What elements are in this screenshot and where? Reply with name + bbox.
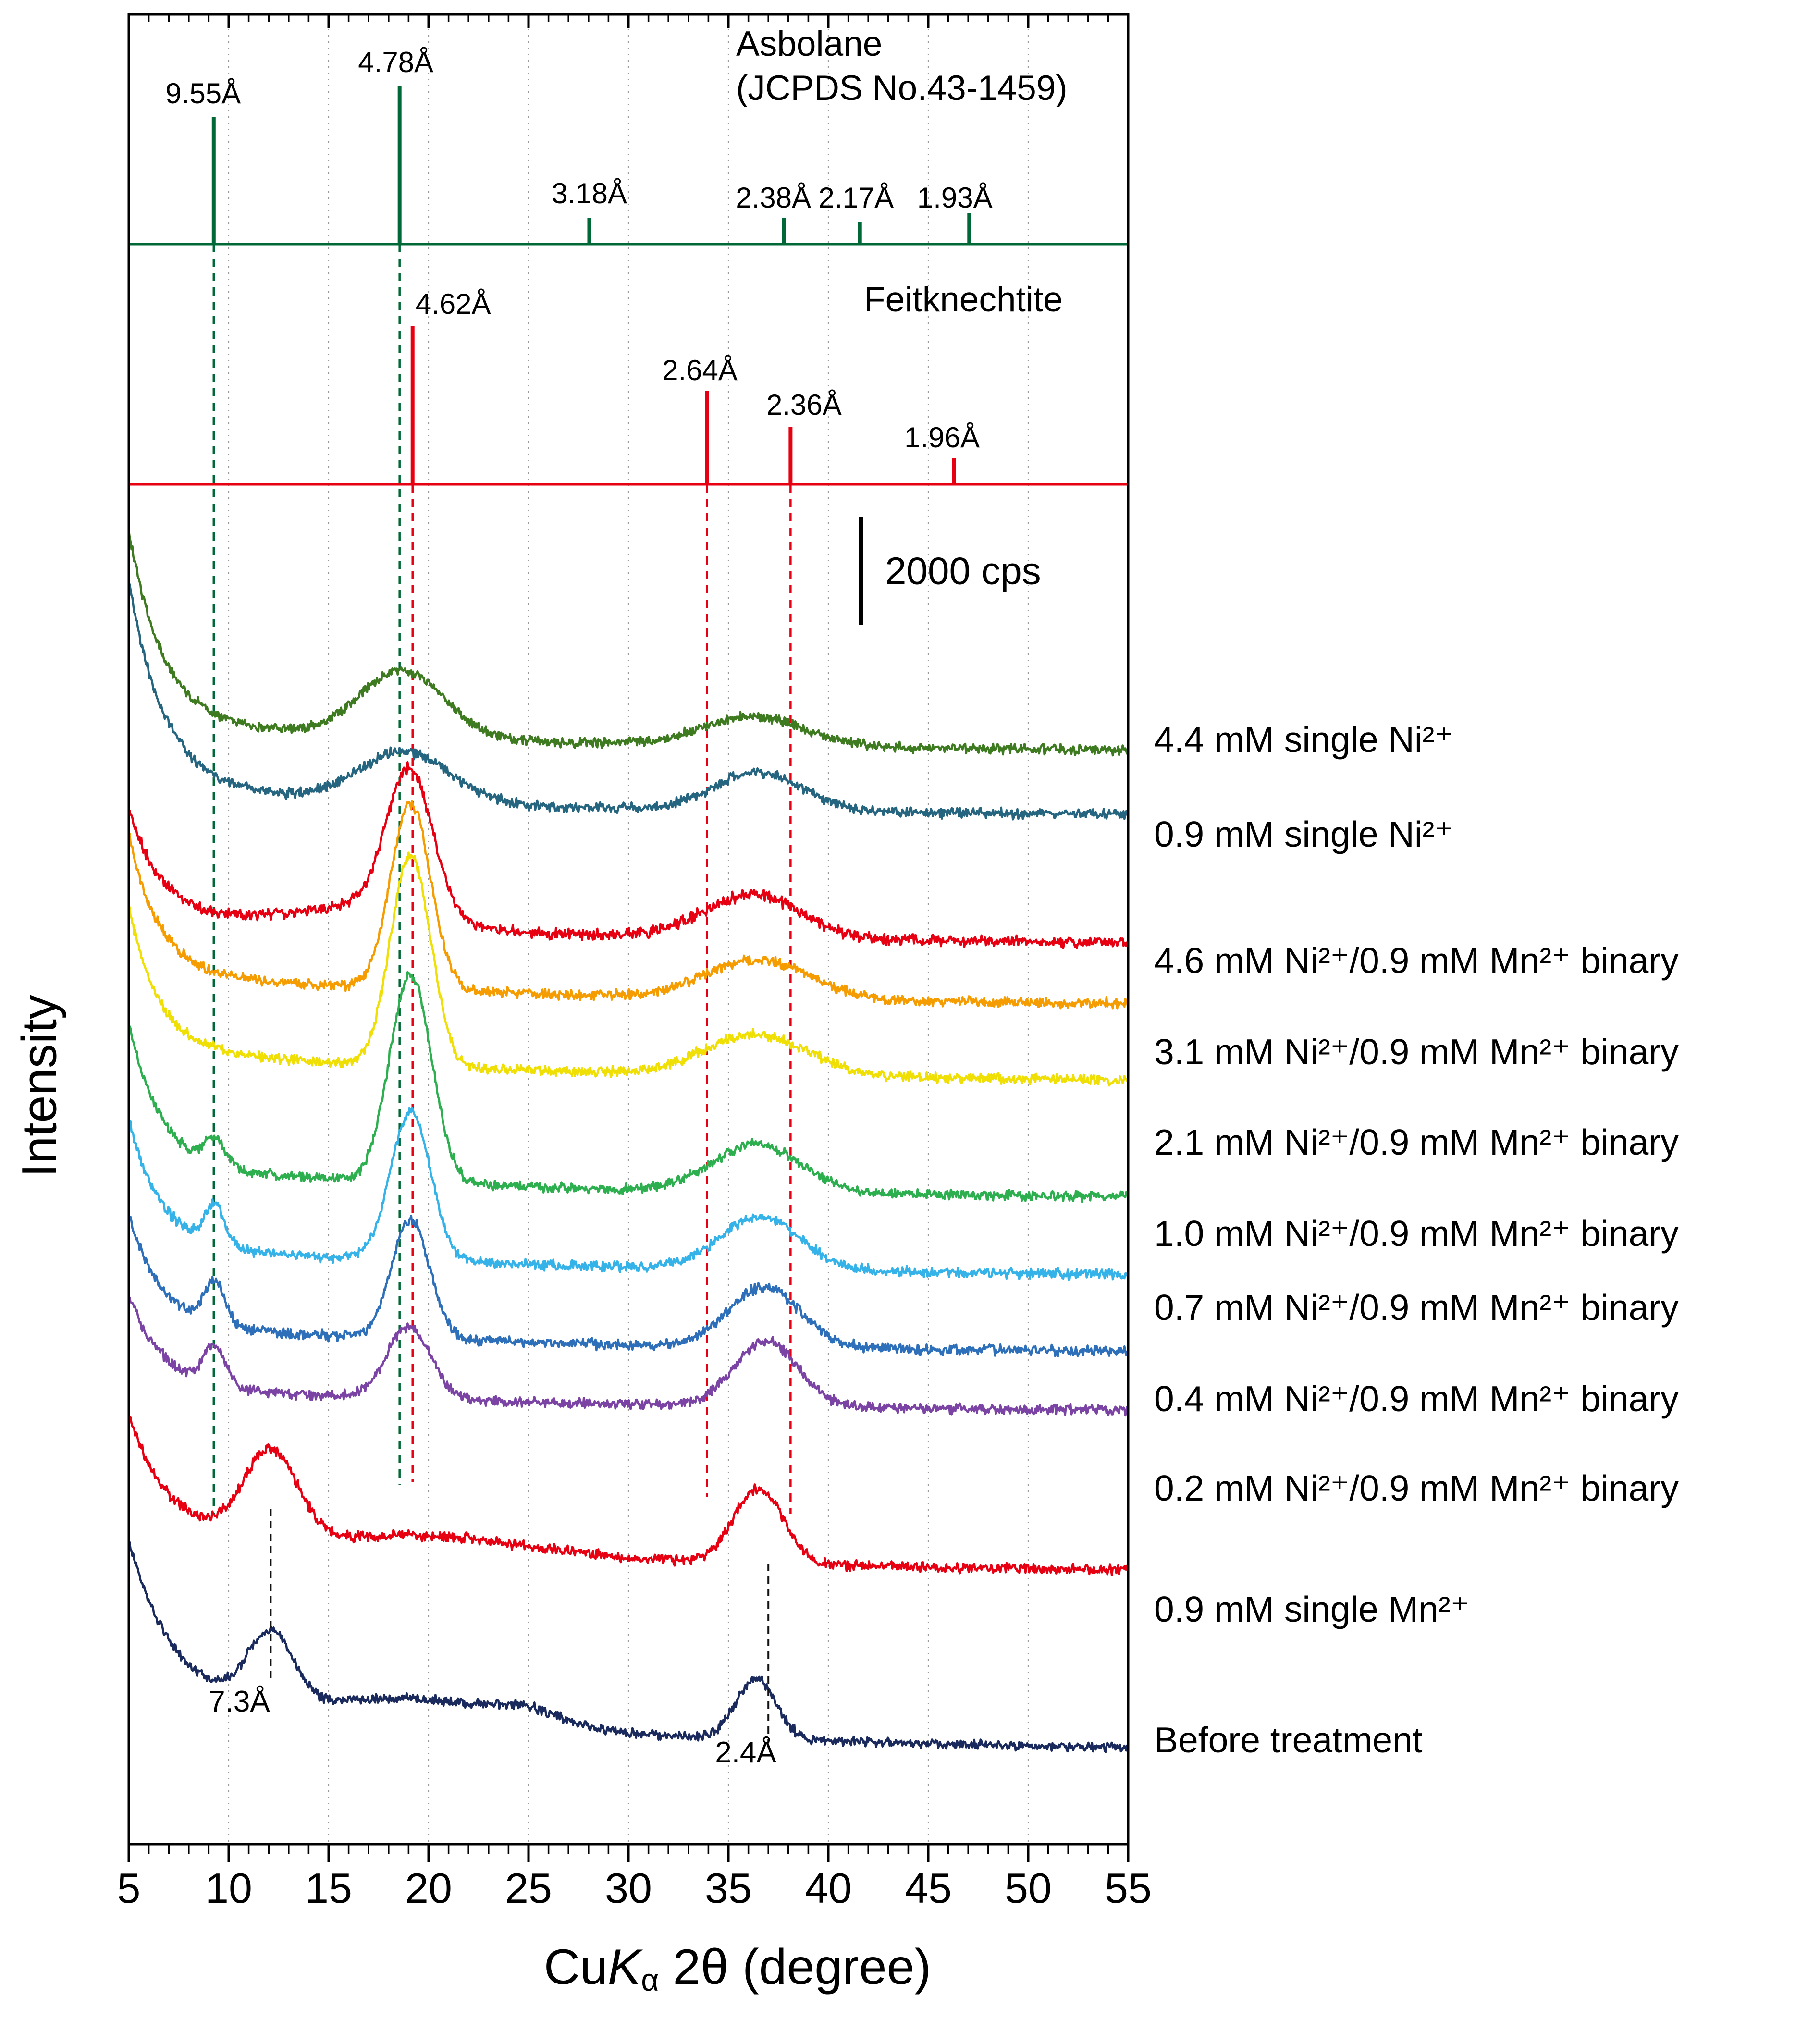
x-axis-title-pre: Cu xyxy=(543,1939,608,1995)
x-axis-title-k: K xyxy=(607,1939,641,1995)
xrd-trace xyxy=(127,851,1129,1087)
trace-label: 0.7 mM Ni²⁺/0.9 mM Mn²⁺ binary xyxy=(1154,1287,1679,1328)
peak-d-label: 2.36Å xyxy=(766,389,842,421)
x-tick-label: 10 xyxy=(205,1864,252,1912)
x-tick-label: 40 xyxy=(805,1864,852,1912)
x-axis-title-alpha: α xyxy=(641,1963,659,1998)
feitknechtite-title: Feitknechtite xyxy=(864,280,1063,319)
x-tick-label: 30 xyxy=(605,1864,652,1912)
trace-label: 1.0 mM Ni²⁺/0.9 mM Mn²⁺ binary xyxy=(1154,1213,1679,1254)
trace-label: 2.1 mM Ni²⁺/0.9 mM Mn²⁺ binary xyxy=(1154,1122,1679,1162)
asbolane-title: Asbolane xyxy=(736,25,883,63)
x-tick-label: 5 xyxy=(117,1864,141,1912)
x-tick-label: 20 xyxy=(405,1864,452,1912)
x-axis-title-post: 2θ (degree) xyxy=(659,1939,932,1995)
trace-label: 0.9 mM single Ni²⁺ xyxy=(1154,814,1454,854)
scale-bar-label: 2000 cps xyxy=(885,550,1041,592)
peak-d-label: 4.78Å xyxy=(358,46,433,78)
peak-d-label: 3.18Å xyxy=(552,177,627,209)
xrd-trace xyxy=(128,971,1130,1204)
xrd-trace xyxy=(127,1107,1129,1281)
xrd-trace xyxy=(128,1541,1129,1753)
xrd-trace xyxy=(127,1296,1129,1417)
x-tick-label: 50 xyxy=(1005,1864,1052,1912)
peak-d-label: 4.62Å xyxy=(416,288,491,320)
y-axis-title: Intensity xyxy=(12,995,67,1177)
xrd-trace xyxy=(128,1214,1129,1357)
trace-label: 0.9 mM single Mn²⁺ xyxy=(1154,1589,1470,1629)
annotation-label: 2.4Å xyxy=(715,1736,776,1769)
trace-label: 3.1 mM Ni²⁺/0.9 mM Mn²⁺ binary xyxy=(1154,1032,1679,1072)
x-tick-label: 15 xyxy=(305,1864,352,1912)
x-tick-label: 55 xyxy=(1105,1864,1152,1912)
peak-d-label: 1.93Å xyxy=(917,182,993,214)
xrd-trace xyxy=(127,1416,1129,1576)
x-axis-title: CuKα 2θ (degree) xyxy=(543,1939,932,1998)
peak-d-label: 1.96Å xyxy=(904,421,980,454)
peak-d-label: 2.64Å xyxy=(662,354,738,386)
asbolane-subtitle: (JCPDS No.43-1459) xyxy=(736,69,1068,108)
trace-label: 0.4 mM Ni²⁺/0.9 mM Mn²⁺ binary xyxy=(1154,1379,1679,1419)
trace-label: Before treatment xyxy=(1154,1720,1423,1760)
xrd-trace xyxy=(127,800,1129,1010)
trace-label: 4.4 mM single Ni²⁺ xyxy=(1154,719,1454,760)
x-tick-label: 45 xyxy=(905,1864,952,1912)
xrd-trace xyxy=(127,581,1130,821)
peak-d-label: 2.17Å xyxy=(818,182,894,214)
trace-label: 0.2 mM Ni²⁺/0.9 mM Mn²⁺ binary xyxy=(1154,1468,1679,1508)
xrd-trace xyxy=(127,530,1129,757)
xrd-trace xyxy=(127,761,1129,949)
peak-d-label: 2.38Å xyxy=(736,182,811,214)
annotation-label: 7.3Å xyxy=(209,1685,270,1718)
x-tick-label: 25 xyxy=(505,1864,552,1912)
x-tick-label: 35 xyxy=(705,1864,752,1912)
peak-d-label: 9.55Å xyxy=(165,77,241,110)
trace-label: 4.6 mM Ni²⁺/0.9 mM Mn²⁺ binary xyxy=(1154,940,1679,981)
